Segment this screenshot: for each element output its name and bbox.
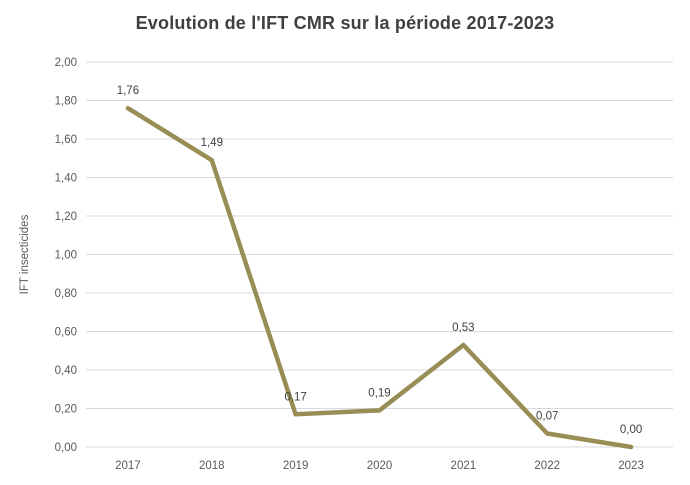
- x-tick-label: 2018: [199, 460, 225, 472]
- x-tick-label: 2022: [534, 460, 560, 472]
- y-tick-label: 2,00: [55, 57, 77, 69]
- data-label: 0,07: [536, 411, 558, 423]
- data-label: 0,19: [368, 387, 390, 399]
- y-tick-label: 1,60: [55, 134, 77, 146]
- series-line: [125, 105, 634, 450]
- data-label: 1,76: [117, 85, 139, 97]
- chart-title: Evolution de l'IFT CMR sur la période 20…: [135, 13, 555, 33]
- x-tick-label: 2020: [367, 460, 393, 472]
- y-tick-label: 0,00: [55, 442, 77, 454]
- data-label: 0,00: [620, 424, 642, 436]
- y-tick-label: 1,20: [55, 211, 77, 223]
- y-tick-label: 0,20: [55, 404, 77, 416]
- data-label: 0,17: [284, 391, 306, 403]
- x-tick-label: 2023: [618, 460, 644, 472]
- y-tick-label: 0,80: [55, 288, 77, 300]
- y-tick-label: 1,80: [55, 96, 77, 108]
- x-tick-label: 2021: [451, 460, 477, 472]
- y-tick-label: 0,60: [55, 327, 77, 339]
- data-label: 0,53: [452, 322, 474, 334]
- y-tick-label: 1,00: [55, 250, 77, 262]
- y-tick-label: 1,40: [55, 173, 77, 185]
- y-axis-title: IFT insecticides: [19, 214, 31, 294]
- x-tick-label: 2019: [283, 460, 309, 472]
- data-label: 1,49: [201, 137, 223, 149]
- x-tick-label: 2017: [115, 460, 141, 472]
- y-tick-label: 0,40: [55, 365, 77, 377]
